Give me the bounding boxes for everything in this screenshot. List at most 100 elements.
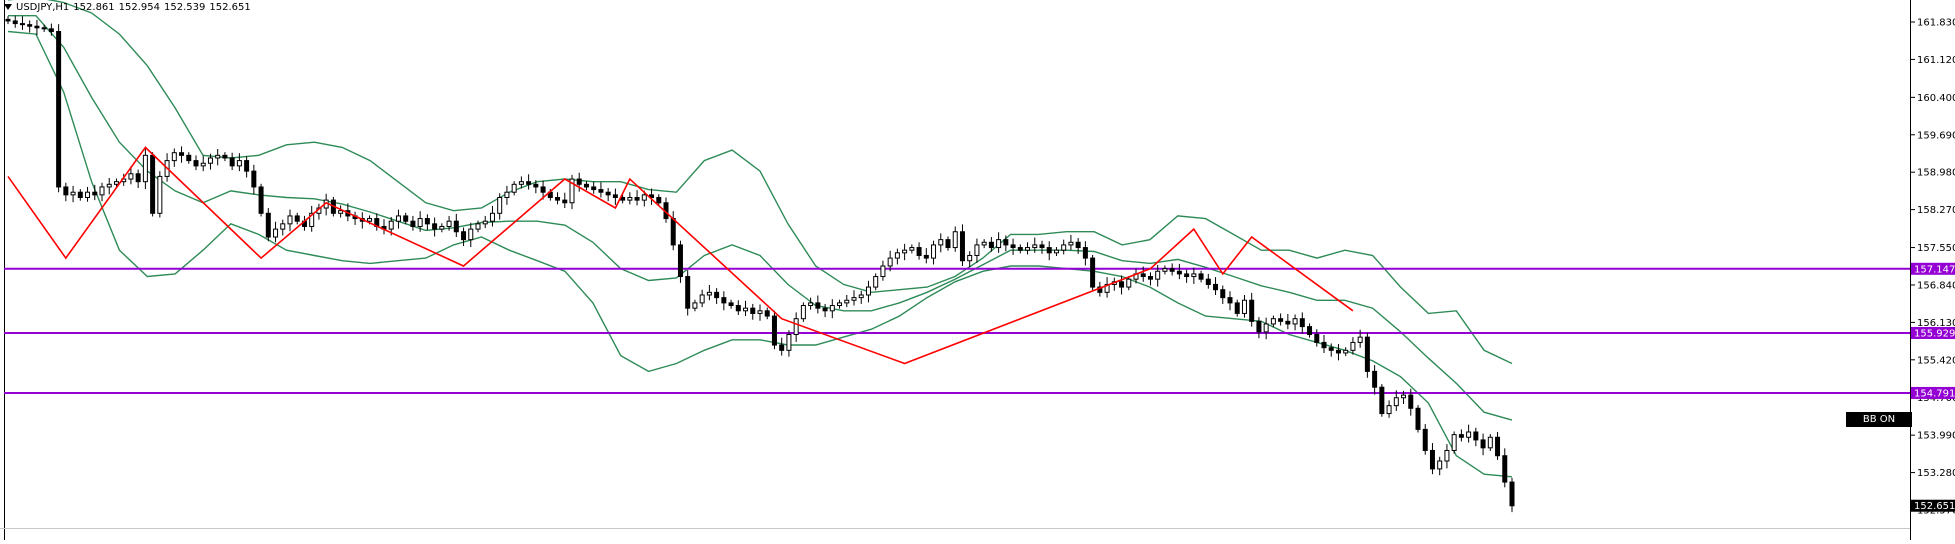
bull-candle-body <box>931 244 937 259</box>
bear-candle-body <box>634 196 640 201</box>
candle <box>858 290 864 304</box>
candle <box>1451 431 1457 454</box>
bear-candle-body <box>1249 299 1255 322</box>
bear-candle-body <box>945 239 951 249</box>
bull-candle-body <box>844 299 850 304</box>
horizontal-levels[interactable] <box>4 267 1910 394</box>
candle <box>1509 477 1515 513</box>
level-price-tag-1 <box>1911 326 1955 339</box>
candle <box>12 15 18 28</box>
bull-candle-body <box>1343 349 1349 354</box>
bear-candle-body <box>1169 268 1175 272</box>
candle <box>1241 294 1247 318</box>
candle <box>1415 405 1421 433</box>
candle <box>1061 239 1067 255</box>
bull-candle-body <box>967 254 973 262</box>
bull-candle-body <box>1068 241 1074 246</box>
bull-candle-body <box>85 191 91 198</box>
bear-candle-body <box>1184 273 1190 278</box>
candle <box>916 242 922 260</box>
bear-candle-body <box>258 186 264 214</box>
bull-candle-body <box>113 181 119 185</box>
candle <box>410 215 416 231</box>
candle <box>453 213 459 238</box>
candle <box>598 182 604 198</box>
candle <box>1401 390 1407 405</box>
bear-candle-body <box>1147 276 1153 280</box>
candle <box>475 220 481 233</box>
candle <box>1263 317 1269 340</box>
candle <box>1176 263 1182 280</box>
level-price-label-1: 155.929 <box>1914 328 1955 339</box>
bull-candle-body <box>1155 270 1161 280</box>
candle <box>19 16 25 30</box>
candle <box>1169 263 1175 276</box>
candle <box>511 181 517 196</box>
bear-candle-body <box>656 196 662 204</box>
candle <box>591 181 597 194</box>
bear-candle-body <box>815 302 821 309</box>
bear-candle-body <box>432 223 438 230</box>
candle <box>721 291 727 311</box>
bull-candle-body <box>1451 434 1457 451</box>
candle <box>1068 234 1074 251</box>
bull-candle-body <box>996 239 1002 249</box>
bb-on-button[interactable]: BB ON <box>1846 412 1912 427</box>
candle <box>779 337 785 356</box>
candle <box>432 217 438 237</box>
bear-candle-body <box>48 28 54 32</box>
bear-candle-body <box>1422 428 1428 451</box>
bull-candle-body <box>952 231 958 249</box>
candle <box>294 212 300 225</box>
candle <box>656 194 662 206</box>
bear-candle-body <box>1039 244 1045 249</box>
bear-candle-body <box>1285 320 1291 325</box>
bull-candle-body <box>475 223 481 230</box>
high-value: 152.954 <box>118 1 161 13</box>
bull-candle-body <box>439 225 445 230</box>
bear-candle-body <box>988 241 994 249</box>
candle <box>699 289 705 308</box>
candle <box>728 299 734 309</box>
candle <box>1379 384 1385 417</box>
bear-candle-body <box>555 196 561 201</box>
bear-candle-body <box>533 183 539 188</box>
candle <box>251 164 257 195</box>
candle <box>923 248 929 264</box>
bear-candle-body <box>5 18 11 22</box>
bear-candle-body <box>598 189 604 193</box>
candle <box>1213 277 1219 295</box>
collapse-triangle-icon[interactable] <box>4 4 12 10</box>
candle <box>482 215 488 229</box>
bear-candle-body <box>685 276 691 309</box>
bear-candle-body <box>714 291 720 299</box>
candle <box>265 208 271 242</box>
bull-candle-body <box>1025 247 1031 251</box>
candle <box>215 149 221 166</box>
bull-candle-body <box>1386 405 1392 415</box>
bull-candle-body <box>511 183 517 193</box>
bear-candle-body <box>34 25 40 29</box>
candle <box>1010 238 1016 255</box>
bull-candle-body <box>468 228 474 241</box>
bull-candle-body <box>1401 394 1407 399</box>
candle <box>815 295 821 314</box>
bull-candle-body <box>1263 323 1269 333</box>
candle <box>403 212 409 225</box>
bear-candle-body <box>229 157 235 167</box>
candle <box>70 185 76 203</box>
bull-candle-body <box>1104 283 1110 293</box>
bull-candle-body <box>215 154 221 159</box>
bull-candle-body <box>851 297 857 301</box>
candle <box>1328 343 1334 357</box>
candle <box>1090 254 1096 291</box>
candle <box>1104 277 1110 298</box>
bear-candle-body <box>424 218 430 225</box>
bear-candle-body <box>750 307 756 314</box>
candle <box>92 184 98 201</box>
candle <box>902 243 908 261</box>
bear-candle-body <box>959 231 965 262</box>
